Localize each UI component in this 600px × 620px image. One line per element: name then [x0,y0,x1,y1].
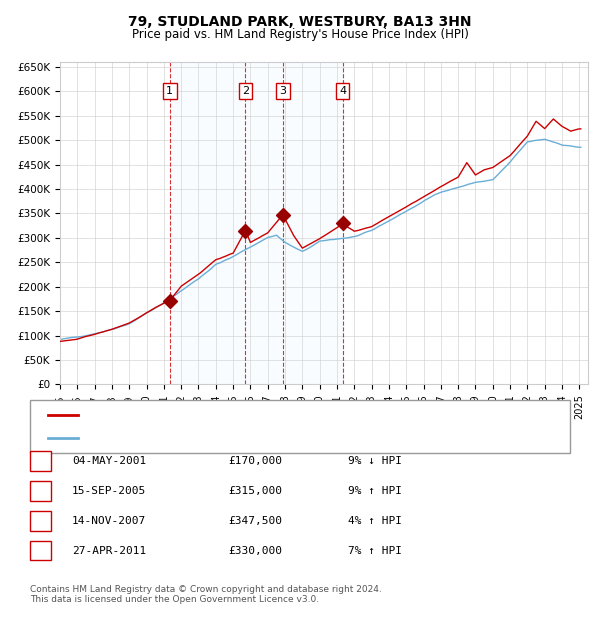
Text: 9% ↓ HPI: 9% ↓ HPI [348,456,402,466]
Text: 7% ↑ HPI: 7% ↑ HPI [348,546,402,556]
Text: £347,500: £347,500 [228,516,282,526]
Text: Price paid vs. HM Land Registry's House Price Index (HPI): Price paid vs. HM Land Registry's House … [131,28,469,41]
Text: 79, STUDLAND PARK, WESTBURY, BA13 3HN (detached house): 79, STUDLAND PARK, WESTBURY, BA13 3HN (d… [84,410,409,420]
Bar [170,62,343,384]
Text: £170,000: £170,000 [228,456,282,466]
Text: 4: 4 [37,546,44,556]
Text: 27-APR-2011: 27-APR-2011 [72,546,146,556]
Text: £315,000: £315,000 [228,486,282,496]
Text: HPI: Average price, detached house, Wiltshire: HPI: Average price, detached house, Wilt… [84,433,323,443]
Text: 4: 4 [339,86,346,96]
Text: 1: 1 [37,456,44,466]
Text: 2: 2 [37,486,44,496]
Text: 3: 3 [279,86,286,96]
Text: £330,000: £330,000 [228,546,282,556]
Text: 14-NOV-2007: 14-NOV-2007 [72,516,146,526]
Text: 4% ↑ HPI: 4% ↑ HPI [348,516,402,526]
Text: 79, STUDLAND PARK, WESTBURY, BA13 3HN: 79, STUDLAND PARK, WESTBURY, BA13 3HN [128,16,472,30]
Text: 9% ↑ HPI: 9% ↑ HPI [348,486,402,496]
Text: 15-SEP-2005: 15-SEP-2005 [72,486,146,496]
Text: 04-MAY-2001: 04-MAY-2001 [72,456,146,466]
Text: Contains HM Land Registry data © Crown copyright and database right 2024.
This d: Contains HM Land Registry data © Crown c… [30,585,382,604]
Text: 1: 1 [166,86,173,96]
Text: 2: 2 [242,86,249,96]
Text: 3: 3 [37,516,44,526]
